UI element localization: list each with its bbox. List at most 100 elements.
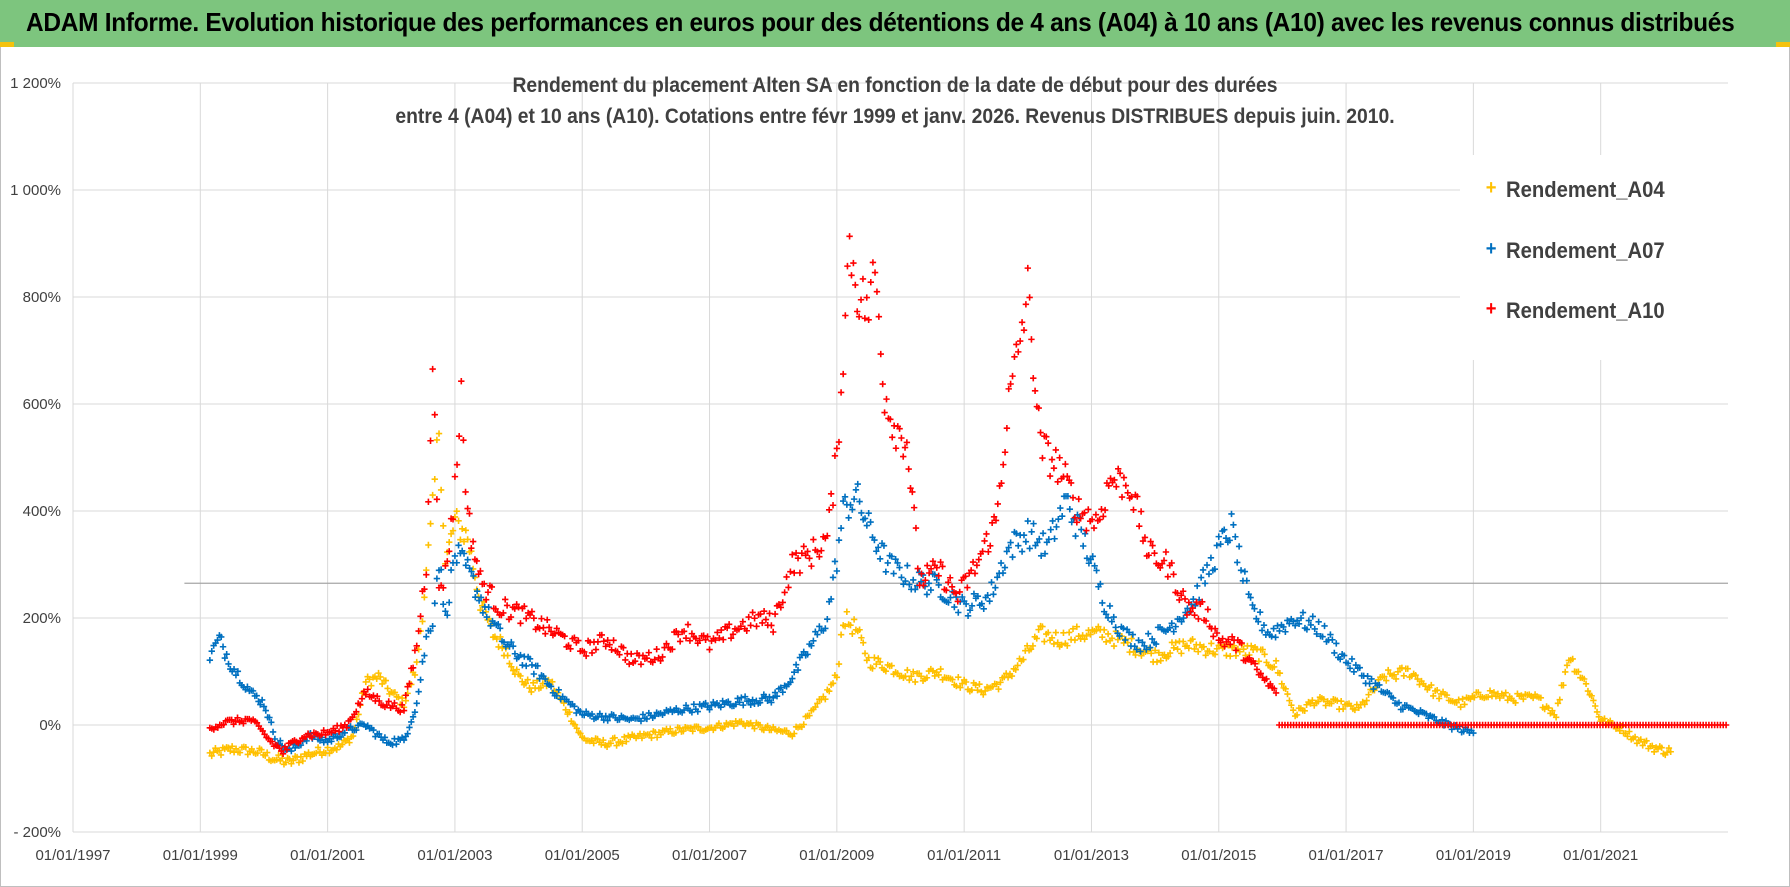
- point-rendement-a07: [1106, 602, 1114, 610]
- point-rendement-a04: [676, 724, 683, 732]
- point-rendement-a04: [1554, 700, 1562, 707]
- point-rendement-a10: [663, 640, 670, 647]
- point-rendement-a04: [378, 680, 386, 688]
- point-rendement-a07: [1228, 510, 1235, 518]
- point-rendement-a10: [1115, 465, 1122, 473]
- point-rendement-a04: [1307, 700, 1314, 707]
- point-rendement-a10: [279, 750, 287, 757]
- point-rendement-a10: [1210, 633, 1217, 640]
- point-rendement-a07: [694, 708, 701, 715]
- point-rendement-a04: [1202, 652, 1209, 659]
- point-rendement-a04: [375, 669, 382, 677]
- point-rendement-a04: [362, 678, 370, 686]
- point-rendement-a10: [712, 636, 719, 644]
- point-rendement-a10: [1011, 353, 1018, 360]
- point-rendement-a07: [1001, 564, 1009, 571]
- point-rendement-a07: [970, 590, 978, 598]
- point-rendement-a10: [898, 434, 905, 442]
- point-rendement-a04: [829, 680, 837, 687]
- point-rendement-a04: [1563, 662, 1571, 669]
- point-rendement-a10: [1062, 460, 1069, 468]
- point-rendement-a04: [1363, 697, 1370, 704]
- point-rendement-a10: [998, 480, 1005, 487]
- point-rendement-a10: [1113, 483, 1120, 490]
- point-rendement-a07: [1215, 533, 1222, 540]
- point-rendement-a04: [1194, 648, 1202, 655]
- point-rendement-a07: [427, 627, 434, 635]
- point-rendement-a10: [871, 269, 879, 276]
- point-rendement-a04: [1165, 653, 1172, 660]
- point-rendement-a10: [914, 565, 921, 572]
- point-rendement-a04: [1486, 687, 1494, 694]
- point-rendement-a10: [692, 635, 700, 642]
- point-rendement-a07: [442, 608, 449, 615]
- point-rendement-a10: [840, 370, 847, 378]
- point-rendement-a10: [433, 496, 441, 503]
- point-rendement-a07: [1309, 613, 1316, 620]
- point-rendement-a07: [232, 672, 240, 679]
- point-rendement-a07: [1305, 617, 1313, 624]
- point-rendement-a07: [852, 486, 860, 494]
- point-rendement-a04: [730, 722, 738, 730]
- point-rendement-a04: [1552, 714, 1560, 721]
- point-rendement-a10: [1073, 519, 1081, 526]
- point-rendement-a04: [1504, 696, 1511, 704]
- point-rendement-a04: [1601, 715, 1608, 722]
- point-rendement-a04: [695, 723, 702, 731]
- point-rendement-a07: [445, 599, 453, 606]
- point-rendement-a07: [890, 570, 897, 577]
- point-rendement-a07: [268, 719, 275, 726]
- point-rendement-a07: [433, 575, 441, 582]
- point-rendement-a10: [1035, 404, 1042, 412]
- point-rendement-a04: [849, 630, 856, 638]
- point-rendement-a10: [924, 562, 931, 569]
- point-rendement-a04: [908, 673, 915, 680]
- point-rendement-a07: [888, 553, 895, 560]
- point-rendement-a10: [1136, 523, 1143, 530]
- point-rendement-a10: [1174, 589, 1181, 597]
- point-rendement-a04: [667, 725, 674, 733]
- point-rendement-a04: [638, 734, 646, 742]
- point-rendement-a04: [1232, 652, 1240, 659]
- x-tick-label: 01/01/2021: [1563, 847, 1638, 864]
- point-rendement-a04: [1293, 711, 1301, 719]
- point-rendement-a10: [544, 616, 551, 623]
- point-rendement-a10: [837, 389, 845, 396]
- point-rendement-a07: [1051, 535, 1058, 542]
- point-rendement-a04: [1422, 682, 1429, 690]
- point-rendement-a07: [1009, 553, 1016, 561]
- point-rendement-a04: [338, 741, 346, 748]
- point-rendement-a10: [987, 542, 994, 549]
- point-rendement-a04: [382, 677, 390, 684]
- point-rendement-a07: [1364, 672, 1371, 680]
- point-rendement-a10: [608, 646, 615, 654]
- point-rendement-a10: [575, 637, 582, 644]
- point-rendement-a07: [925, 580, 933, 587]
- point-rendement-a07: [1251, 605, 1258, 612]
- point-rendement-a10: [451, 473, 459, 480]
- point-rendement-a10: [659, 653, 666, 661]
- point-rendement-a07: [1194, 582, 1201, 590]
- point-rendement-a04: [1180, 638, 1187, 645]
- x-tick-label: 01/01/2009: [799, 847, 874, 864]
- point-rendement-a04: [687, 724, 695, 732]
- point-rendement-a04: [526, 684, 533, 692]
- point-rendement-a04: [1461, 701, 1468, 708]
- point-rendement-a04: [1208, 640, 1215, 647]
- point-rendement-a10: [1227, 641, 1234, 648]
- point-rendement-a07: [1237, 567, 1245, 574]
- point-rendement-a04: [1428, 681, 1435, 689]
- point-rendement-a04: [1081, 635, 1088, 643]
- point-rendement-a07: [451, 552, 459, 560]
- point-rendement-a04: [1582, 680, 1590, 688]
- point-rendement-a07: [833, 567, 841, 575]
- point-rendement-a07: [690, 701, 698, 708]
- point-rendement-a07: [1137, 648, 1144, 655]
- point-rendement-a04: [1390, 671, 1398, 679]
- point-rendement-a07: [1097, 580, 1104, 588]
- point-rendement-a04: [1227, 652, 1234, 660]
- point-rendement-a07: [771, 689, 779, 696]
- point-rendement-a10: [1246, 654, 1253, 662]
- point-rendement-a10: [542, 630, 549, 637]
- point-rendement-a10: [826, 506, 833, 514]
